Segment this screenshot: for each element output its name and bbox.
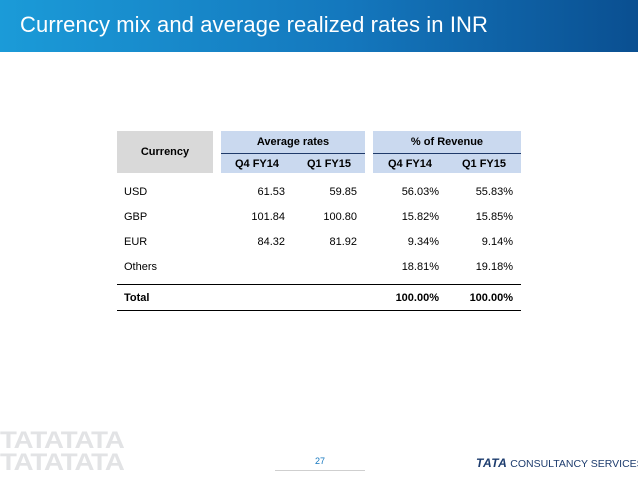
table-row: GBP 101.84 100.80 15.82% 15.85% [117, 204, 521, 229]
table-sub-header-row: Q4 FY14 Q1 FY15 Q4 FY14 Q1 FY15 [117, 153, 521, 173]
currency-cell: Others [124, 260, 158, 273]
avg-q4fy14-cell: 84.32 [257, 235, 285, 248]
total-rev-q4fy14-cell: 100.00% [373, 284, 447, 311]
company-logo: TATA CONSULTANCY SERVICES [476, 456, 638, 470]
currency-cell: GBP [124, 210, 148, 223]
rev-q4fy14-cell: 15.82% [401, 210, 439, 223]
currency-column-header: Currency [117, 131, 213, 173]
avg-q1fy15-cell: 59.85 [329, 185, 357, 198]
rev-q4fy14-cell: 9.34% [407, 235, 439, 248]
title-bar: Currency mix and average realized rates … [0, 0, 638, 52]
rev-q4fy14-cell: 56.03% [401, 185, 439, 198]
rev-q4fy14-cell: 18.81% [401, 260, 439, 273]
avg-q4fy14-header: Q4 FY14 [221, 153, 293, 173]
tata-watermark: TATATATA TATATATA [0, 430, 160, 479]
header-gap [213, 131, 221, 173]
rev-q1fy15-cell: 9.14% [481, 235, 513, 248]
table-row: Others 18.81% 19.18% [117, 254, 521, 279]
rev-q1fy15-cell: 55.83% [475, 185, 513, 198]
total-rev-q1fy15-cell: 100.00% [447, 284, 521, 311]
total-label: Total [117, 284, 213, 311]
rev-q1fy15-cell: 15.85% [475, 210, 513, 223]
table-row: USD 61.53 59.85 56.03% 55.83% [117, 179, 521, 204]
avg-q1fy15-header: Q1 FY15 [293, 153, 365, 173]
currency-rates-table: Currency Average rates % of Revenue Q4 F… [117, 131, 521, 311]
logo-brand: TATA [476, 456, 508, 470]
watermark-line: TATATATA [0, 449, 125, 476]
avg-q4fy14-cell: 101.84 [251, 210, 285, 223]
rev-q4fy14-header: Q4 FY14 [373, 153, 447, 173]
avg-q4fy14-cell [221, 254, 293, 279]
total-row: Total 100.00% 100.00% [117, 284, 521, 311]
table-group-header-row: Currency Average rates % of Revenue [117, 131, 521, 173]
average-rates-header: Average rates [221, 131, 365, 154]
rev-q1fy15-header: Q1 FY15 [447, 153, 521, 173]
watermark-line: TATATATA [0, 430, 125, 454]
table-row: EUR 84.32 81.92 9.34% 9.14% [117, 229, 521, 254]
avg-q1fy15-cell: 81.92 [329, 235, 357, 248]
currency-cell: USD [124, 185, 148, 198]
currency-cell: EUR [124, 235, 148, 248]
pct-revenue-header: % of Revenue [373, 131, 521, 154]
page-title: Currency mix and average realized rates … [20, 12, 489, 37]
avg-q1fy15-cell: 100.80 [323, 210, 357, 223]
page-number-divider [275, 470, 365, 471]
avg-q1fy15-cell [293, 254, 365, 279]
header-gap [365, 131, 373, 173]
logo-text: CONSULTANCY SERVICES [510, 458, 638, 470]
rev-q1fy15-cell: 19.18% [475, 260, 513, 273]
avg-q4fy14-cell: 61.53 [257, 185, 285, 198]
page-number: 27 [314, 456, 325, 466]
